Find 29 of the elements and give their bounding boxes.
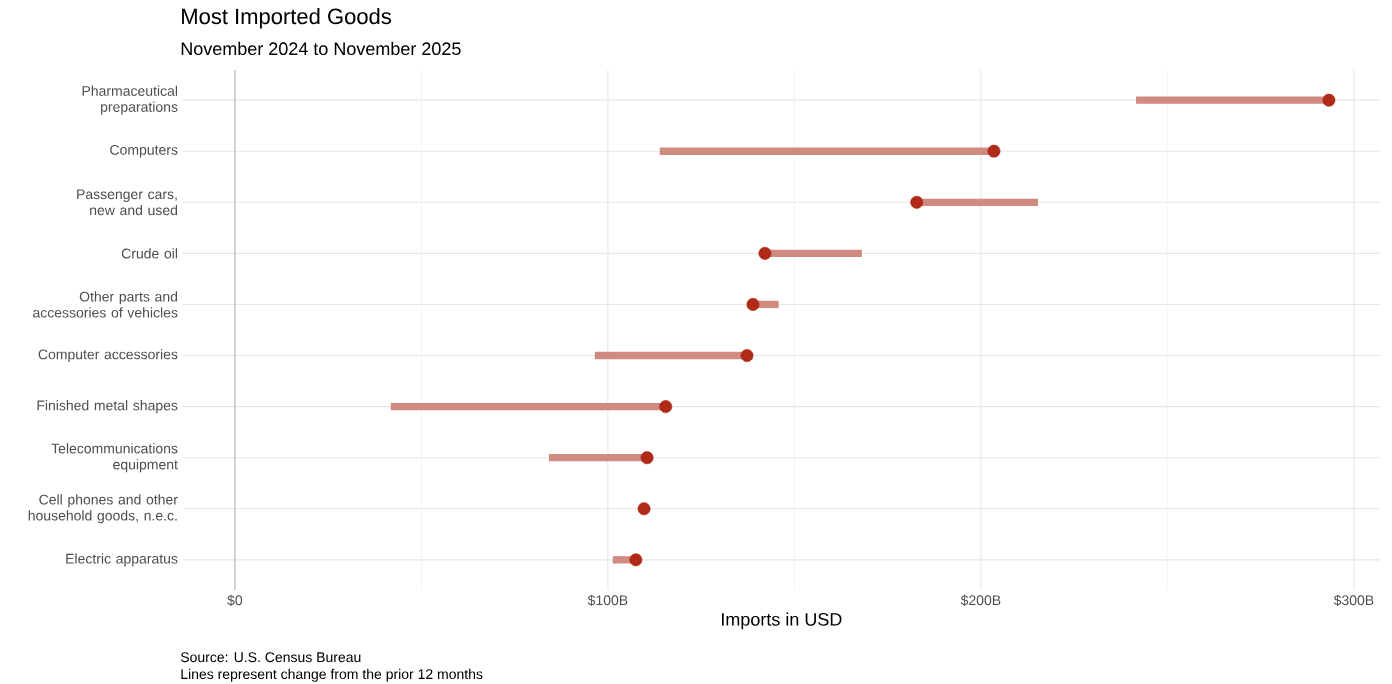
x-tick-label: $0: [227, 594, 243, 607]
point: [1322, 93, 1336, 107]
point: [987, 144, 1001, 158]
y-tick-label: Cell phones and other household goods, n.e.c.: [28, 494, 178, 524]
point: [910, 195, 924, 209]
point: [640, 451, 654, 465]
chart-title: Most Imported Goods: [182, 8, 391, 29]
point: [637, 502, 651, 516]
point: [659, 400, 673, 414]
y-tick-label: Telecommunications equipment: [51, 443, 178, 473]
y-tick-label: Computer accessories: [38, 349, 178, 363]
chart-subtitle: November 2024 to November 2025: [181, 41, 461, 56]
y-tick-label: Passenger cars, new and used: [77, 189, 178, 216]
y-tick-label: Finished metal shapes: [37, 400, 178, 414]
x-tick-label: $100B: [587, 594, 628, 607]
point: [629, 553, 643, 567]
point: [758, 246, 772, 260]
x-tick-label: $200B: [960, 594, 1001, 607]
y-tick-label: Other parts and accessories of vehicles: [33, 291, 178, 318]
y-tick-label: Pharmaceutical preparations: [82, 85, 178, 115]
y-tick-label: Electric apparatus: [66, 553, 178, 567]
point: [746, 298, 760, 311]
y-tick-label: Computers: [110, 144, 178, 158]
text: Lines represent change from the prior 12 months: [181, 668, 483, 682]
point: [740, 349, 754, 362]
source-note: Source: U.S. Census Bureau: [180, 652, 361, 663]
y-tick-label: Crude oil: [121, 248, 178, 259]
x-axis-title: Imports in USD: [721, 612, 842, 630]
x-tick-label: $300B: [1333, 594, 1374, 607]
